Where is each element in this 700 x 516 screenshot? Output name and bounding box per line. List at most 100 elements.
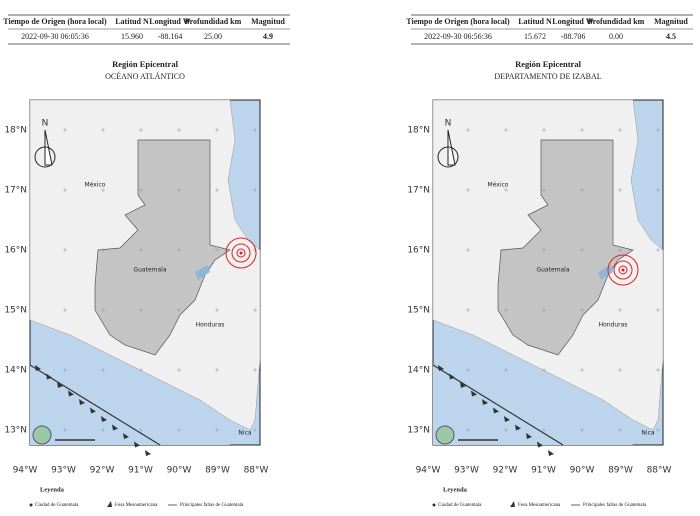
trench-tooth	[471, 390, 477, 397]
lon-label: 93°W	[454, 466, 479, 476]
table-header: Longitud W	[149, 17, 190, 26]
table-header: Latitud N	[115, 17, 149, 26]
trench-tooth	[537, 441, 543, 448]
trench-tooth	[493, 407, 499, 414]
grid-cross	[542, 128, 546, 132]
place-label: Guatemala	[536, 267, 569, 274]
grid-cross	[580, 428, 584, 432]
grid-cross	[618, 128, 622, 132]
grid-cross	[466, 188, 470, 192]
table-cell: -88.706	[561, 32, 586, 41]
grid-cross	[63, 128, 67, 132]
lon-label: 89°W	[205, 466, 230, 476]
table-header: Magnitud	[654, 17, 688, 26]
legend-title: Leyenda	[443, 486, 468, 493]
lat-label: 14°N	[407, 366, 430, 376]
grid-cross	[542, 368, 546, 372]
region-name: DEPARTAMENTO DE IZABAL	[494, 72, 601, 81]
grid-cross	[63, 308, 67, 312]
trench-tooth	[112, 424, 118, 431]
place-label: Nica	[238, 430, 251, 437]
lat-label: 18°N	[4, 126, 27, 136]
legend-symbol	[510, 501, 515, 507]
grid-cross	[618, 428, 622, 432]
pacific	[30, 365, 230, 445]
epicenter-ring	[231, 243, 251, 263]
lat-label: 14°N	[4, 366, 27, 376]
grid-cross	[466, 128, 470, 132]
epicenter-ring	[613, 260, 633, 280]
lon-label: 93°W	[51, 466, 76, 476]
legend-item: Principales fallas de Guatemala	[583, 503, 647, 508]
trench-tooth	[548, 450, 554, 456]
pacific	[433, 365, 633, 445]
table-cell: 4.9	[263, 32, 273, 41]
place-label: Guatemala	[133, 267, 166, 274]
lat-label: 16°N	[407, 246, 430, 256]
lat-label: 15°N	[407, 306, 430, 316]
lon-label: 88°W	[647, 466, 672, 476]
grid-cross	[656, 308, 660, 312]
trench-tooth	[68, 390, 74, 397]
grid-cross	[504, 368, 508, 372]
grid-cross	[139, 128, 143, 132]
table-cell: 15.960	[121, 32, 143, 41]
table-cell: 25.00	[204, 32, 222, 41]
grid-cross	[253, 188, 257, 192]
grid-cross	[656, 248, 660, 252]
grid-cross	[580, 308, 584, 312]
grid-cross	[101, 248, 105, 252]
legend-item: Ciudad de Guatemala	[35, 503, 79, 508]
lon-label: 91°W	[531, 466, 556, 476]
grid-cross	[504, 188, 508, 192]
grid-cross	[504, 428, 508, 432]
epicenter-ring	[225, 237, 257, 269]
legend-item: Fosa Mesoamericana	[518, 503, 561, 508]
grid-cross	[618, 248, 622, 252]
place-label: México	[85, 182, 106, 189]
grid-cross	[504, 248, 508, 252]
grid-cross	[63, 188, 67, 192]
place-label: Honduras	[599, 322, 628, 329]
north-label: N	[42, 119, 49, 129]
lake	[598, 265, 613, 280]
legend-item: Fosa Mesoamericana	[115, 503, 158, 508]
grid-cross	[542, 308, 546, 312]
legend-title: Leyenda	[40, 486, 65, 493]
lon-label: 90°W	[167, 466, 192, 476]
grid-cross	[139, 368, 143, 372]
panel: Tiempo de Origen (hora local) 2022-09-30 …	[406, 14, 693, 508]
grid-cross	[139, 308, 143, 312]
trench-tooth	[460, 382, 466, 388]
lat-label: 13°N	[4, 426, 27, 436]
table-header: Profundidad km	[588, 17, 645, 26]
grid-cross	[253, 368, 257, 372]
table-cell: 2022-09-30 06:56:36	[424, 32, 492, 41]
grid-cross	[466, 428, 470, 432]
lon-label: 89°W	[608, 466, 633, 476]
lat-label: 18°N	[407, 126, 430, 136]
grid-cross	[139, 188, 143, 192]
grid-cross	[253, 128, 257, 132]
place-label: Honduras	[196, 322, 225, 329]
grid-cross	[466, 308, 470, 312]
grid-cross	[215, 248, 219, 252]
grid-cross	[656, 188, 660, 192]
table-header: Latitud N	[518, 17, 552, 26]
table-cell: 2022-09-30 06:05:36	[21, 32, 89, 41]
lat-label: 15°N	[4, 306, 27, 316]
region-title: Región Epicentral	[515, 59, 582, 69]
grid-cross	[177, 428, 181, 432]
grid-cross	[215, 368, 219, 372]
grid-cross	[504, 128, 508, 132]
grid-cross	[253, 308, 257, 312]
north-ring	[437, 146, 459, 168]
grid-cross	[139, 428, 143, 432]
table-header: Magnitud	[251, 17, 285, 26]
grid-cross	[504, 308, 508, 312]
epicenter	[621, 268, 625, 272]
grid-cross	[656, 368, 660, 372]
lon-label: 91°W	[128, 466, 153, 476]
grid-cross	[63, 248, 67, 252]
